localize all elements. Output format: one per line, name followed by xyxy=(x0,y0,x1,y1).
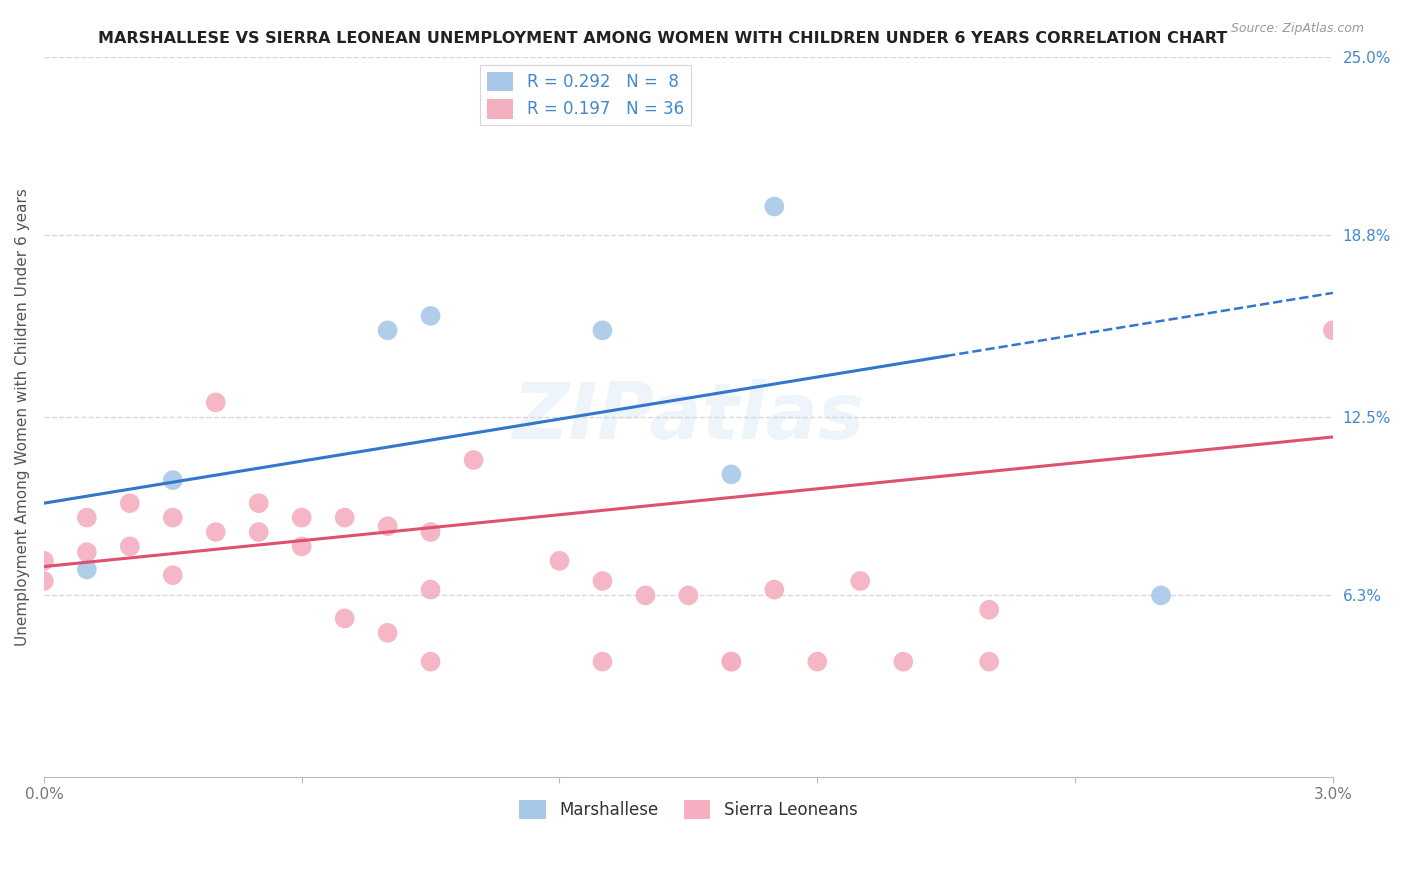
Text: MARSHALLESE VS SIERRA LEONEAN UNEMPLOYMENT AMONG WOMEN WITH CHILDREN UNDER 6 YEA: MARSHALLESE VS SIERRA LEONEAN UNEMPLOYME… xyxy=(98,31,1227,46)
Point xyxy=(591,574,613,588)
Point xyxy=(548,554,571,568)
Point xyxy=(1322,323,1344,337)
Point xyxy=(979,603,1001,617)
Point xyxy=(634,588,657,602)
Point xyxy=(720,467,742,482)
Point xyxy=(377,519,399,533)
Point xyxy=(32,554,55,568)
Point xyxy=(162,510,184,524)
Point xyxy=(806,655,828,669)
Point xyxy=(32,574,55,588)
Point xyxy=(204,524,226,539)
Point xyxy=(76,562,98,576)
Point xyxy=(419,582,441,597)
Text: Source: ZipAtlas.com: Source: ZipAtlas.com xyxy=(1230,22,1364,36)
Point xyxy=(891,655,914,669)
Point xyxy=(333,510,356,524)
Point xyxy=(720,655,742,669)
Point xyxy=(247,524,270,539)
Point xyxy=(204,395,226,409)
Point xyxy=(463,453,485,467)
Point xyxy=(162,568,184,582)
Point xyxy=(333,611,356,625)
Point xyxy=(247,496,270,510)
Point xyxy=(591,655,613,669)
Point xyxy=(118,540,141,554)
Point xyxy=(419,655,441,669)
Point xyxy=(763,199,786,213)
Point xyxy=(76,545,98,559)
Y-axis label: Unemployment Among Women with Children Under 6 years: Unemployment Among Women with Children U… xyxy=(15,188,30,646)
Legend: Marshallese, Sierra Leoneans: Marshallese, Sierra Leoneans xyxy=(513,794,865,826)
Point xyxy=(720,655,742,669)
Point xyxy=(162,473,184,487)
Point xyxy=(76,510,98,524)
Point xyxy=(291,510,314,524)
Point xyxy=(678,588,700,602)
Point xyxy=(763,582,786,597)
Point xyxy=(591,323,613,337)
Point xyxy=(979,655,1001,669)
Point xyxy=(118,496,141,510)
Point xyxy=(291,540,314,554)
Point xyxy=(377,323,399,337)
Point xyxy=(419,309,441,323)
Point xyxy=(1150,588,1173,602)
Point xyxy=(849,574,872,588)
Text: ZIPatlas: ZIPatlas xyxy=(512,379,865,455)
Point xyxy=(377,625,399,640)
Point xyxy=(419,524,441,539)
